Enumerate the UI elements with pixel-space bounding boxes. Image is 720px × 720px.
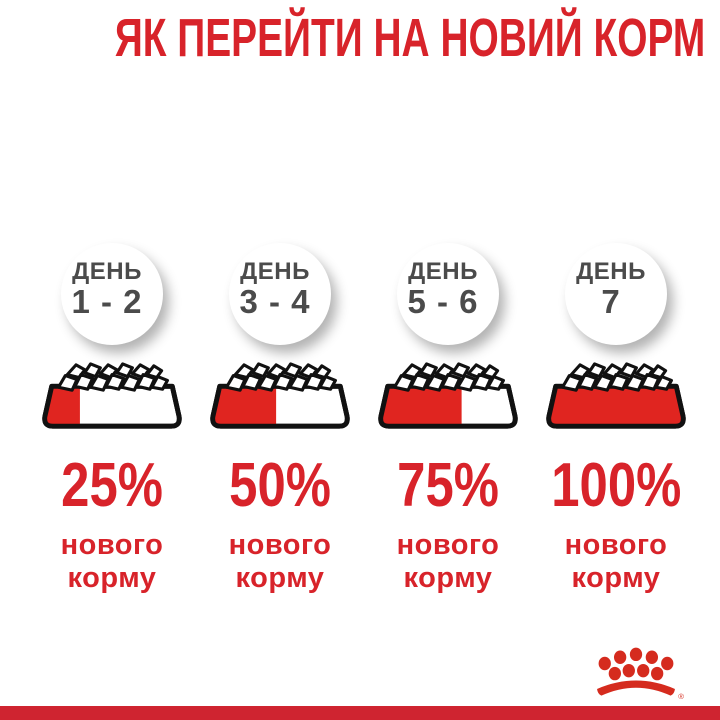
kibble-back-row [65, 362, 164, 380]
transition-step-column-3: ДЕНЬ 5 - 6 75% нового корму [364, 243, 532, 595]
food-caption: нового корму [397, 529, 500, 595]
food-caption: нового корму [565, 529, 668, 595]
kibble-back-row [401, 362, 500, 380]
percent-value: 25% [61, 451, 163, 520]
percent-value: 75% [397, 451, 499, 520]
food-bowl-icon [378, 362, 518, 429]
food-caption-line2: корму [235, 562, 325, 594]
kibble-front-row [560, 373, 673, 392]
page-title: ЯК ПЕРЕЙТИ НА НОВИЙ КОРМ [114, 8, 706, 68]
food-caption: нового корму [61, 529, 164, 595]
transition-step-column-2: ДЕНЬ 3 - 4 50% нового корму [196, 243, 364, 595]
day-circle: ДЕНЬ 7 [565, 243, 667, 345]
day-label: ДЕНЬ [576, 257, 646, 285]
food-caption-line1: нового [564, 529, 668, 561]
day-label: ДЕНЬ [72, 257, 142, 285]
food-caption-line1: нового [228, 529, 332, 561]
day-range: 5 - 6 [407, 282, 479, 320]
day-circle: ДЕНЬ 1 - 2 [61, 243, 163, 345]
food-bowl-icon [546, 362, 686, 429]
day-range: 1 - 2 [71, 282, 143, 320]
bottom-red-bar [0, 706, 720, 720]
food-bowl-icon [42, 362, 182, 429]
kibble-back-row [569, 362, 668, 380]
transition-step-column-1: ДЕНЬ 1 - 2 25% нового корму [28, 243, 196, 595]
transition-steps: ДЕНЬ 1 - 2 25% нового корму [28, 243, 700, 595]
day-range: 7 [601, 282, 621, 320]
registered-mark: ® [678, 692, 684, 701]
day-circle: ДЕНЬ 3 - 4 [229, 243, 331, 345]
transition-step-column-4: ДЕНЬ 7 100% нового корму [532, 243, 700, 595]
percent-value: 100% [550, 451, 682, 520]
day-label: ДЕНЬ [240, 257, 310, 285]
kibble-front-row [56, 373, 169, 392]
kibble-back-row [233, 362, 332, 380]
royal-canin-crown-logo: ® [597, 647, 684, 701]
food-caption-line1: нового [396, 529, 500, 561]
food-caption-line2: корму [403, 562, 493, 594]
crown-base [597, 680, 675, 696]
percent-value: 50% [229, 451, 331, 520]
food-bowl-icon [210, 362, 350, 429]
day-label: ДЕНЬ [408, 257, 478, 285]
kibble-front-row [392, 373, 505, 392]
food-caption-line1: нового [60, 529, 164, 561]
food-caption: нового корму [229, 529, 332, 595]
day-circle: ДЕНЬ 5 - 6 [397, 243, 499, 345]
food-caption-line2: корму [571, 562, 661, 594]
day-range: 3 - 4 [239, 282, 311, 320]
food-caption-line2: корму [67, 562, 157, 594]
kibble-front-row [224, 373, 337, 392]
